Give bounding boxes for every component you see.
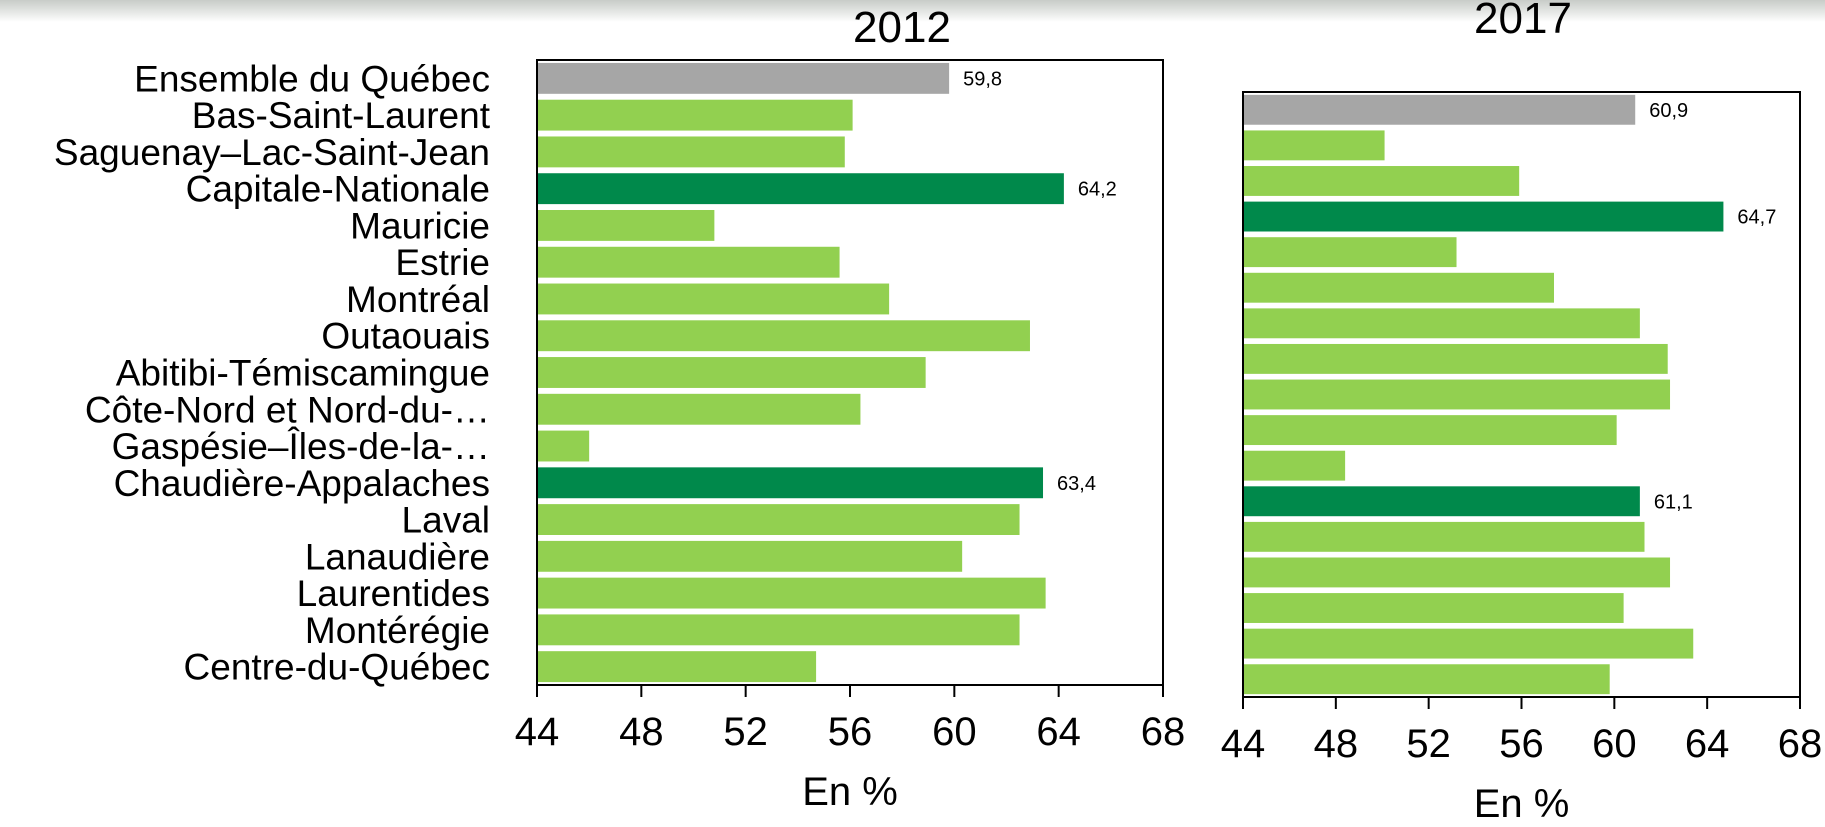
x-tick-label: 56 <box>1499 722 1544 766</box>
bar-13 <box>1244 521 1645 552</box>
category-label: Laval <box>402 500 490 541</box>
bar-10 <box>538 393 861 425</box>
data-label: 64,2 <box>1078 179 1117 201</box>
bar-9 <box>538 357 926 388</box>
category-label: Lanaudière <box>305 536 490 577</box>
bar-8 <box>538 320 1030 352</box>
bar-6 <box>1244 272 1554 303</box>
x-tick-label: 68 <box>1778 722 1823 766</box>
bar-6 <box>538 246 840 278</box>
category-label: Capitale-Nationale <box>186 169 490 210</box>
bar-14 <box>1244 557 1671 588</box>
data-label: 61,1 <box>1654 491 1693 513</box>
category-label: Mauricie <box>350 205 490 246</box>
x-tick-label: 48 <box>619 710 664 754</box>
bar-10 <box>1244 415 1617 446</box>
bar-12 <box>1244 486 1640 517</box>
bar-17 <box>538 651 817 683</box>
bar-17 <box>1244 664 1610 695</box>
bar-9 <box>1244 379 1671 410</box>
x-tick-label: 64 <box>1036 710 1081 754</box>
chart-2017: 2017 60,9 64,7 61,1 44 48 52 56 60 64 68 En % <box>1221 0 1823 826</box>
category-label: Chaudière-Appalaches <box>114 463 490 504</box>
bar-12 <box>538 467 1044 499</box>
x-tick-label: 44 <box>1221 722 1266 766</box>
data-label: 60,9 <box>1649 100 1688 122</box>
bar-7 <box>538 283 890 315</box>
category-label: Outaouais <box>321 316 490 357</box>
bar-3 <box>1244 166 1520 196</box>
x-tick-label: 52 <box>723 710 768 754</box>
bar-11 <box>538 430 590 462</box>
category-label: Centre-du-Québec <box>184 647 490 688</box>
data-label: 59,8 <box>963 68 1002 90</box>
x-tick-label: 64 <box>1685 722 1730 766</box>
chart-title: 2017 <box>1474 0 1572 43</box>
category-label: Abitibi-Témiscamingue <box>116 353 490 394</box>
bar-15 <box>1244 593 1624 623</box>
chart-2012: 2012 59,8 Ensemble du QuébecBas-Saint-Laur… <box>54 3 1185 814</box>
x-tick-label: 48 <box>1314 722 1359 766</box>
bar-16 <box>538 614 1020 646</box>
bar-4 <box>538 173 1064 205</box>
chart-title: 2012 <box>853 3 951 52</box>
bar-5 <box>1244 237 1457 268</box>
bar-8 <box>1244 343 1668 374</box>
data-label: 63,4 <box>1057 473 1096 495</box>
bar-14 <box>538 540 963 572</box>
category-label: Ensemble du Québec <box>134 58 490 99</box>
category-label: Saguenay–Lac-Saint-Jean <box>54 132 490 173</box>
category-label: Côte-Nord et Nord-du-… <box>85 389 490 430</box>
bar-1 <box>538 62 950 94</box>
category-label: Bas-Saint-Laurent <box>192 95 491 136</box>
bar-13 <box>538 504 1020 535</box>
bar-2 <box>1244 130 1385 161</box>
x-tick-label: 56 <box>828 710 873 754</box>
category-label: Laurentides <box>297 573 490 614</box>
category-label: Estrie <box>395 242 490 283</box>
category-label: Montérégie <box>305 610 490 651</box>
data-label: 64,7 <box>1737 207 1776 229</box>
bar-5 <box>538 210 715 241</box>
bar-3 <box>538 136 845 168</box>
category-label: Montréal <box>346 279 490 320</box>
bar-4 <box>1244 201 1724 232</box>
header-background-band <box>0 0 1825 22</box>
x-tick-label: 44 <box>515 710 560 754</box>
bar-2 <box>538 99 853 131</box>
category-label: Gaspésie–Îles-de-la-… <box>112 426 490 467</box>
bar-16 <box>1244 628 1694 659</box>
x-axis-title: En % <box>1474 782 1570 826</box>
x-tick-label: 60 <box>932 710 977 754</box>
bar-15 <box>538 577 1046 609</box>
x-tick-label: 52 <box>1406 722 1451 766</box>
bar-11 <box>1244 450 1346 481</box>
x-axis-title: En % <box>802 770 898 814</box>
bar-1 <box>1244 94 1636 125</box>
x-tick-label: 68 <box>1141 710 1186 754</box>
bar-7 <box>1244 308 1640 339</box>
x-tick-label: 60 <box>1592 722 1637 766</box>
